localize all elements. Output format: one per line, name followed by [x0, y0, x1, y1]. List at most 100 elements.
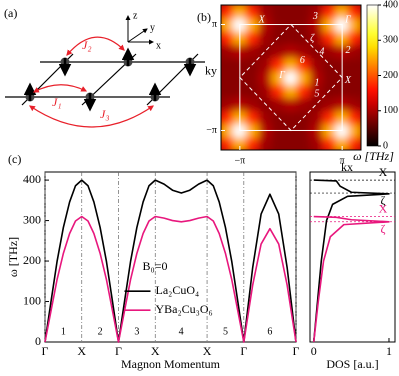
heat-cell [245, 5, 260, 19]
heat-cell [245, 43, 260, 59]
heat-cell [271, 57, 286, 72]
heat-cell [348, 17, 361, 32]
x-tick-label: π [340, 155, 345, 166]
heat-cell [296, 96, 311, 112]
heat-cell [284, 136, 298, 150]
heat-cell [221, 57, 234, 72]
heat-cell [348, 110, 361, 125]
heat-cell [258, 83, 273, 98]
legend-label: La₂CuO₄ [156, 283, 200, 297]
heat-cell [284, 5, 298, 19]
heat-cell [221, 5, 234, 6]
heat-cell [258, 5, 273, 19]
heat-cell [335, 5, 350, 19]
heat-cell [284, 70, 298, 85]
heat-cell [322, 5, 337, 6]
annotation: X [379, 201, 388, 215]
heat-cell [271, 96, 286, 112]
annotation: 3 [312, 11, 318, 22]
x-tick-label: X [151, 344, 160, 358]
annotation: Γ [278, 70, 285, 81]
heat-cell [296, 57, 311, 72]
heat-cell [335, 136, 350, 150]
heat-cell [348, 83, 361, 98]
magnetic-zone [239, 23, 343, 132]
x-tick-label: −π [235, 155, 246, 166]
colorbar-tick-label: 0 [383, 140, 388, 151]
y-axis-label: ω [THz] [6, 237, 20, 277]
heat-cell [258, 149, 273, 150]
coupling-label: J₁ [52, 95, 62, 109]
heat-cell [232, 5, 247, 19]
x-tick-label: 1 [386, 344, 392, 358]
heat-cell [271, 149, 286, 150]
colorbar-tick-label: 200 [383, 70, 398, 81]
x-tick-label: Γ [42, 344, 49, 358]
heat-cell [245, 83, 260, 98]
heat-cell [271, 110, 286, 125]
heat-cell [296, 83, 311, 98]
y-tick-label: 200 [23, 253, 41, 267]
coupling-label: J₃ [100, 107, 110, 121]
heat-cell [309, 57, 324, 72]
heat-cell [221, 110, 234, 125]
heat-cell [221, 17, 234, 32]
series-line [44, 215, 297, 343]
heat-cell [322, 110, 337, 125]
heat-cell [221, 110, 222, 125]
segment-label: 1 [61, 326, 66, 337]
heat-cell [348, 5, 361, 6]
heat-cell [245, 5, 260, 6]
plot-frame [220, 4, 362, 151]
heat-cell [221, 5, 222, 6]
panel-label: (a) [4, 6, 17, 20]
heat-cell [245, 70, 260, 85]
heat-cell [322, 30, 337, 45]
segment-label: 4 [179, 326, 184, 337]
heat-cell [258, 136, 273, 150]
annotation: Γ [344, 14, 351, 25]
heat-cell [245, 30, 260, 45]
heat-cell [348, 96, 361, 112]
annotation: 5 [315, 89, 320, 100]
annotation: 6 [300, 55, 305, 66]
heat-cell [309, 136, 324, 150]
heat-cell [296, 149, 311, 150]
heat-cell [284, 30, 298, 45]
heat-cell [296, 43, 311, 59]
heat-cell [284, 43, 298, 59]
heat-cell [348, 70, 361, 85]
heat-cell [221, 30, 222, 45]
heat-cell [309, 30, 324, 45]
heat-cell [221, 123, 234, 138]
axis-label: z [133, 10, 138, 21]
heat-cell [271, 5, 286, 6]
heat-cell [309, 83, 324, 98]
y-tick-label: 400 [23, 172, 41, 186]
heat-cell [348, 5, 361, 19]
heat-cell [271, 83, 286, 98]
heat-cell [271, 43, 286, 59]
heat-cell [322, 57, 337, 72]
heat-cell [221, 83, 234, 98]
heat-cell [296, 136, 311, 150]
heat-cell [296, 5, 311, 6]
heat-cell [271, 136, 286, 150]
y-tick-label: 100 [23, 293, 41, 307]
series-line [312, 215, 390, 343]
x-axis-label: DOS [a.u.] [326, 357, 378, 371]
heat-cell [221, 136, 222, 150]
heat-cell [322, 136, 337, 150]
heat-cell [258, 70, 273, 85]
heat-cell [258, 57, 273, 72]
legend-label: YBa₂Cu₃O₆ [156, 302, 213, 316]
spins [23, 47, 197, 112]
heat-cell [221, 96, 222, 112]
heat-cell [284, 83, 298, 98]
y-tick-label: 0 [35, 334, 41, 348]
legend-title: B₀=0 [143, 259, 168, 273]
x-axis-label: kx [341, 160, 353, 174]
segment-label: 6 [267, 326, 272, 337]
heat-cell [221, 149, 234, 150]
